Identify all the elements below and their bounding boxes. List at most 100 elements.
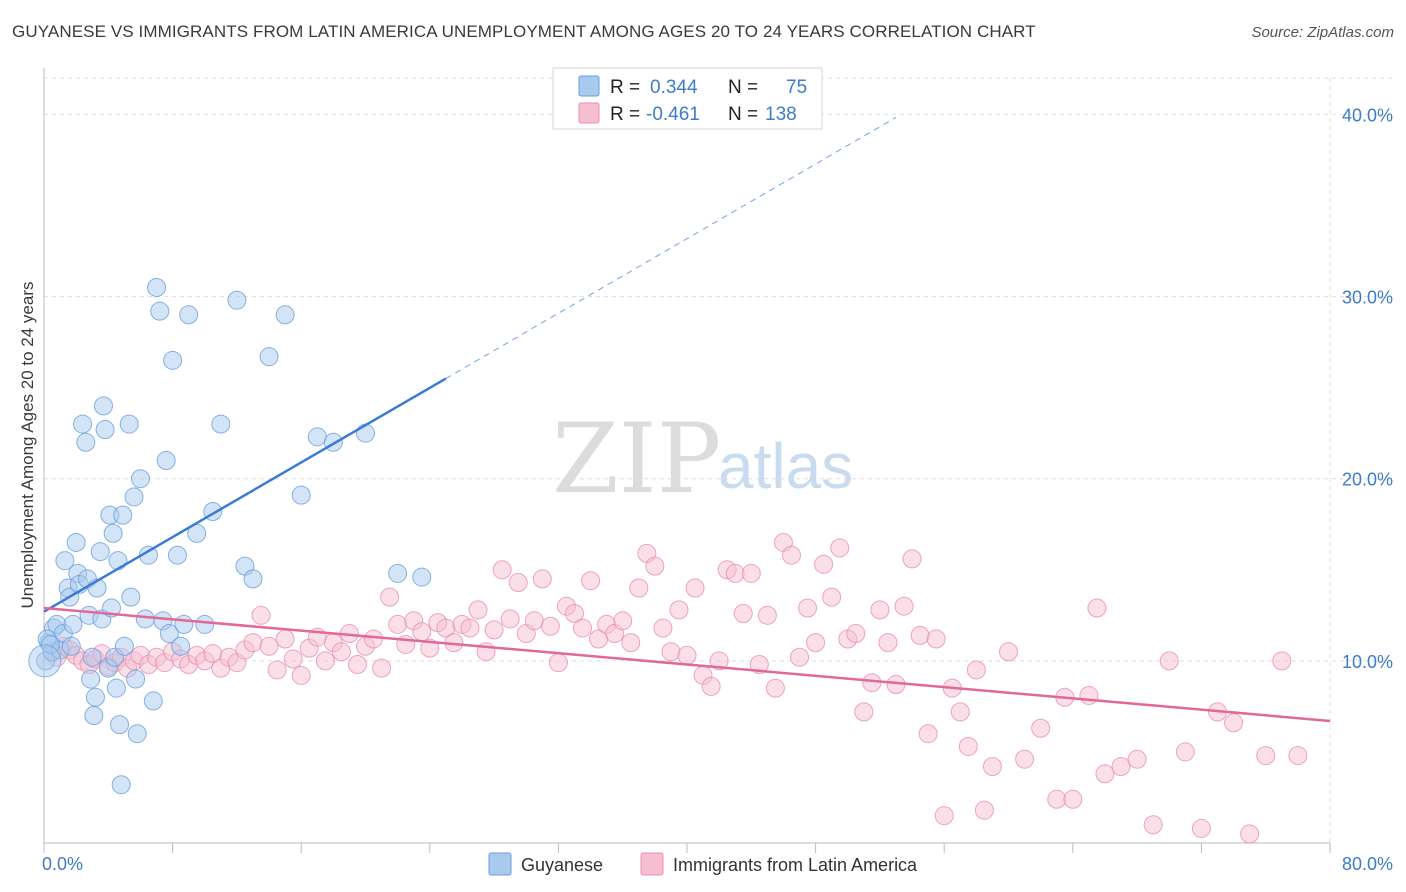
immigrants-point	[484, 620, 504, 640]
immigrants-point	[291, 665, 311, 685]
immigrants-point	[661, 642, 681, 662]
immigrants-point	[677, 645, 697, 665]
guyanese-trend-line	[43, 377, 447, 613]
immigrants-point	[894, 596, 914, 616]
guyanese-point	[113, 505, 133, 525]
immigrants-point	[581, 571, 601, 591]
guyanese-point	[259, 347, 279, 367]
guyanese-point	[114, 636, 134, 656]
immigrants-point	[798, 598, 818, 618]
guyanese-point	[243, 569, 263, 589]
axes	[43, 68, 1331, 853]
legend-r-value-guyanese: 0.344	[650, 77, 698, 98]
guyanese-point	[174, 614, 194, 634]
immigrants-point	[830, 538, 850, 558]
guyanese-point	[150, 301, 170, 321]
immigrants-point	[1256, 746, 1276, 766]
legend-swatch-guyanese	[578, 75, 600, 97]
y-axis-label: Unemployment Among Ages 20 to 24 years	[18, 282, 37, 609]
guyanese-point	[93, 396, 113, 416]
guyanese-point	[85, 687, 105, 707]
immigrants-point	[492, 560, 512, 580]
legend: R = 0.344 N = 75 R = -0.461 N = 138	[552, 67, 823, 130]
guyanese-point	[90, 542, 110, 562]
legend-n-label-guyanese: N =	[728, 77, 758, 98]
guyanese-point	[73, 414, 93, 434]
immigrants-point	[315, 651, 335, 671]
guyanese-point	[124, 487, 144, 507]
immigrants-point	[765, 678, 785, 698]
guyanese-point	[195, 614, 215, 634]
immigrants-point	[267, 660, 287, 680]
immigrants-point	[781, 545, 801, 565]
bottom-legend-swatch-immigrants	[640, 852, 664, 876]
immigrants-point	[1031, 718, 1051, 738]
immigrants-point	[814, 554, 834, 574]
legend-r-label-immigrants: R =	[610, 104, 640, 125]
immigrants-point	[564, 604, 584, 623]
immigrants-point	[283, 649, 303, 669]
immigrants-point	[420, 638, 440, 658]
guyanese-point	[127, 724, 147, 744]
immigrants-point	[870, 600, 890, 620]
guyanese-point	[163, 350, 183, 370]
guyanese-point	[82, 647, 102, 667]
series-guyanese	[28, 277, 432, 795]
immigrants-point	[862, 673, 882, 693]
guyanese-point	[81, 669, 101, 689]
legend-n-value-guyanese: 75	[786, 77, 807, 98]
legend-r-label-guyanese: R =	[610, 77, 640, 98]
guyanese-point	[108, 551, 128, 571]
immigrants-point	[974, 800, 994, 820]
immigrants-point	[621, 633, 641, 653]
y-tick-labels: 10.0% 20.0% 30.0% 40.0%	[1342, 105, 1393, 671]
immigrants-point	[1224, 713, 1244, 733]
immigrants-point	[902, 549, 922, 569]
guyanese-point	[106, 678, 126, 698]
guyanese-trend-extension	[445, 116, 897, 379]
immigrants-point	[388, 614, 408, 634]
legend-n-label-immigrants: N =	[728, 104, 758, 125]
guyanese-point	[388, 563, 408, 583]
immigrants-trend-line	[43, 606, 1331, 723]
guyanese-point	[167, 545, 187, 565]
immigrants-point	[854, 702, 874, 722]
trend-lines	[43, 116, 1331, 723]
immigrants-point	[950, 702, 970, 722]
immigrants-point	[645, 556, 665, 576]
immigrants-point	[926, 629, 946, 649]
immigrants-point	[347, 655, 367, 674]
guyanese-point	[275, 305, 295, 325]
immigrants-point	[709, 651, 729, 671]
x-tick-labels: 0.0% 80.0%	[42, 854, 1393, 874]
immigrants-point	[524, 611, 544, 631]
y-tick-label: 40.0%	[1342, 105, 1393, 125]
immigrants-point	[653, 618, 673, 638]
immigrants-point	[806, 633, 826, 653]
immigrants-point	[934, 806, 954, 826]
immigrants-point	[918, 724, 938, 744]
immigrants-point	[685, 578, 705, 598]
guyanese-point	[126, 669, 146, 689]
guyanese-point	[111, 775, 131, 795]
immigrants-point	[500, 609, 520, 629]
guyanese-point	[95, 420, 115, 440]
y-tick-label: 20.0%	[1342, 470, 1393, 490]
chart-title: GUYANESE VS IMMIGRANTS FROM LATIN AMERIC…	[12, 22, 1036, 41]
watermark: ZIP atlas	[552, 403, 853, 515]
watermark-atlas: atlas	[718, 430, 853, 502]
immigrants-point	[982, 757, 1002, 776]
immigrants-point	[508, 573, 528, 593]
immigrants-point	[1047, 789, 1067, 809]
immigrants-point	[999, 642, 1018, 662]
guyanese-point	[159, 624, 179, 644]
legend-swatch-immigrants	[578, 102, 600, 124]
immigrants-point	[629, 578, 649, 598]
y-tick-label: 10.0%	[1342, 652, 1393, 672]
bottom-legend: Guyanese Immigrants from Latin America	[488, 852, 918, 876]
immigrants-point	[1015, 749, 1035, 769]
immigrants-point	[910, 625, 930, 645]
immigrants-point	[1175, 742, 1195, 762]
guyanese-point	[227, 290, 247, 310]
